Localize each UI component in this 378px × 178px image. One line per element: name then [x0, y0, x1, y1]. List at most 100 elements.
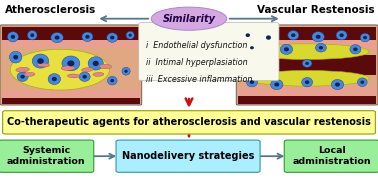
FancyBboxPatch shape: [236, 25, 378, 105]
Ellipse shape: [110, 36, 115, 40]
Ellipse shape: [11, 35, 15, 39]
Ellipse shape: [10, 49, 110, 90]
Ellipse shape: [126, 31, 134, 39]
Ellipse shape: [242, 30, 253, 40]
Ellipse shape: [62, 56, 80, 71]
Ellipse shape: [82, 32, 93, 41]
Ellipse shape: [336, 30, 347, 40]
Ellipse shape: [32, 54, 49, 68]
Ellipse shape: [30, 33, 34, 37]
Ellipse shape: [67, 60, 74, 66]
Text: ii  Intimal hyperplasiation: ii Intimal hyperplasiation: [146, 58, 247, 67]
Ellipse shape: [271, 79, 283, 90]
Ellipse shape: [17, 72, 28, 81]
Ellipse shape: [48, 74, 60, 85]
FancyBboxPatch shape: [139, 23, 279, 81]
Ellipse shape: [247, 44, 257, 52]
Ellipse shape: [13, 55, 18, 59]
Bar: [238, 96, 376, 104]
Ellipse shape: [110, 79, 114, 82]
Ellipse shape: [8, 32, 19, 42]
FancyBboxPatch shape: [0, 140, 94, 172]
Ellipse shape: [81, 68, 93, 72]
Ellipse shape: [28, 30, 37, 40]
Ellipse shape: [315, 43, 327, 52]
Ellipse shape: [274, 83, 279, 87]
Bar: [238, 40, 376, 49]
Ellipse shape: [107, 76, 117, 85]
Ellipse shape: [99, 64, 112, 69]
Bar: [2, 90, 140, 98]
FancyBboxPatch shape: [116, 140, 260, 172]
Ellipse shape: [291, 33, 296, 37]
Ellipse shape: [67, 74, 80, 78]
Bar: [238, 27, 376, 40]
Ellipse shape: [24, 72, 35, 76]
Ellipse shape: [93, 61, 99, 66]
Ellipse shape: [358, 78, 367, 87]
Bar: [238, 55, 376, 75]
Ellipse shape: [129, 34, 132, 37]
Ellipse shape: [246, 33, 250, 37]
Ellipse shape: [37, 63, 50, 67]
Ellipse shape: [302, 59, 312, 67]
Text: Similarity: Similarity: [163, 14, 215, 24]
FancyBboxPatch shape: [3, 111, 375, 134]
Ellipse shape: [305, 62, 309, 65]
FancyBboxPatch shape: [0, 25, 142, 105]
Ellipse shape: [288, 30, 299, 40]
Ellipse shape: [151, 7, 227, 30]
Bar: [2, 40, 140, 48]
Ellipse shape: [360, 33, 370, 42]
Ellipse shape: [107, 33, 118, 42]
Text: Systemic
administration: Systemic administration: [7, 146, 86, 166]
Ellipse shape: [245, 44, 369, 59]
Bar: [2, 27, 140, 40]
FancyBboxPatch shape: [284, 140, 378, 172]
Text: Vascular Restenosis: Vascular Restenosis: [257, 5, 375, 15]
Ellipse shape: [280, 44, 293, 54]
Bar: [2, 96, 140, 104]
Ellipse shape: [335, 83, 340, 87]
Bar: [2, 90, 140, 104]
Bar: [238, 87, 376, 96]
Ellipse shape: [350, 45, 361, 54]
Ellipse shape: [54, 36, 60, 40]
Ellipse shape: [312, 32, 324, 42]
Ellipse shape: [339, 33, 344, 37]
Ellipse shape: [316, 35, 321, 39]
Text: iii  Excessive inflammation: iii Excessive inflammation: [146, 75, 252, 84]
Ellipse shape: [363, 36, 367, 39]
Ellipse shape: [51, 32, 63, 43]
Ellipse shape: [353, 47, 358, 51]
Ellipse shape: [284, 47, 289, 51]
Text: Atherosclerosis: Atherosclerosis: [5, 5, 97, 15]
Ellipse shape: [245, 70, 369, 86]
Text: Co-therapeutic agents for atherosclerosis and vascular restenosis: Co-therapeutic agents for atherosclerosi…: [7, 117, 371, 127]
Ellipse shape: [266, 35, 271, 40]
Ellipse shape: [262, 32, 275, 43]
Ellipse shape: [302, 77, 313, 87]
Text: i  Endothelial dysfunction: i Endothelial dysfunction: [146, 41, 247, 50]
Ellipse shape: [61, 66, 75, 70]
Ellipse shape: [9, 51, 22, 63]
Ellipse shape: [88, 57, 103, 70]
Bar: [2, 26, 140, 45]
Ellipse shape: [16, 67, 29, 72]
Ellipse shape: [85, 35, 90, 39]
Ellipse shape: [250, 80, 254, 84]
Ellipse shape: [20, 75, 25, 79]
Ellipse shape: [319, 46, 323, 49]
Ellipse shape: [331, 79, 344, 90]
Ellipse shape: [246, 77, 257, 87]
Ellipse shape: [122, 67, 130, 75]
Ellipse shape: [82, 75, 87, 79]
Text: Nanodelivery strategies: Nanodelivery strategies: [122, 151, 254, 161]
Ellipse shape: [250, 46, 254, 49]
Ellipse shape: [37, 58, 44, 64]
Ellipse shape: [305, 80, 309, 84]
Ellipse shape: [93, 72, 104, 76]
Text: Local
administration: Local administration: [292, 146, 371, 166]
Ellipse shape: [360, 80, 364, 84]
Ellipse shape: [52, 77, 57, 81]
